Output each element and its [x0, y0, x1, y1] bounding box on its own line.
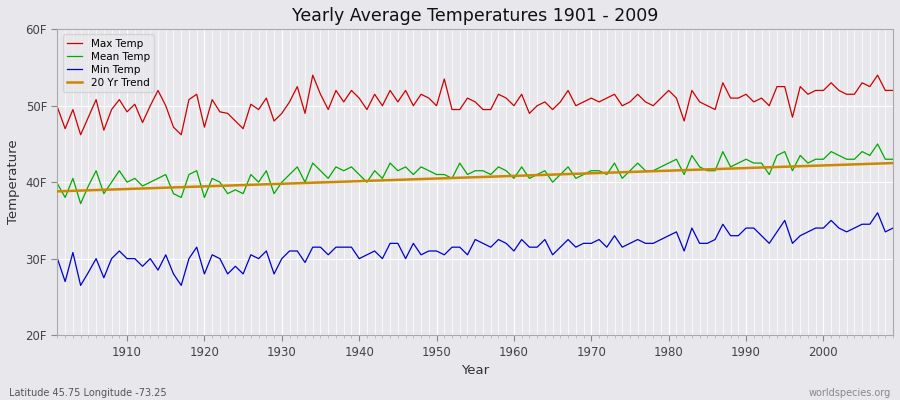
Mean Temp: [52, 181, 63, 186]
Max Temp: [52, 105, 63, 110]
Mean Temp: [517, 164, 527, 169]
Line: Mean Temp: Mean Temp: [58, 144, 893, 204]
Max Temp: [887, 88, 898, 93]
Mean Temp: [609, 161, 620, 166]
Min Temp: [872, 210, 883, 215]
Min Temp: [52, 256, 63, 261]
Min Temp: [76, 283, 86, 288]
Max Temp: [308, 73, 319, 78]
Min Temp: [338, 245, 349, 250]
Max Temp: [76, 132, 86, 137]
X-axis label: Year: Year: [461, 364, 490, 377]
Mean Temp: [508, 176, 519, 181]
Max Temp: [616, 103, 627, 108]
Mean Temp: [292, 164, 302, 169]
Min Temp: [508, 248, 519, 253]
Text: Latitude 45.75 Longitude -73.25: Latitude 45.75 Longitude -73.25: [9, 388, 166, 398]
Mean Temp: [887, 157, 898, 162]
Min Temp: [292, 248, 302, 253]
Text: worldspecies.org: worldspecies.org: [809, 388, 891, 398]
Min Temp: [122, 256, 132, 261]
Min Temp: [887, 226, 898, 230]
Mean Temp: [76, 201, 86, 206]
Mean Temp: [872, 142, 883, 146]
Line: Max Temp: Max Temp: [58, 75, 893, 135]
Max Temp: [122, 110, 132, 114]
Y-axis label: Temperature: Temperature: [7, 140, 20, 224]
Line: Min Temp: Min Temp: [58, 213, 893, 285]
Title: Yearly Average Temperatures 1901 - 2009: Yearly Average Temperatures 1901 - 2009: [292, 7, 659, 25]
Mean Temp: [122, 180, 132, 184]
Min Temp: [609, 233, 620, 238]
Max Temp: [292, 84, 302, 89]
Min Temp: [517, 237, 527, 242]
Mean Temp: [338, 168, 349, 173]
Max Temp: [524, 111, 535, 116]
Legend: Max Temp, Mean Temp, Min Temp, 20 Yr Trend: Max Temp, Mean Temp, Min Temp, 20 Yr Tre…: [63, 34, 154, 92]
Max Temp: [346, 88, 356, 93]
Max Temp: [517, 92, 527, 97]
